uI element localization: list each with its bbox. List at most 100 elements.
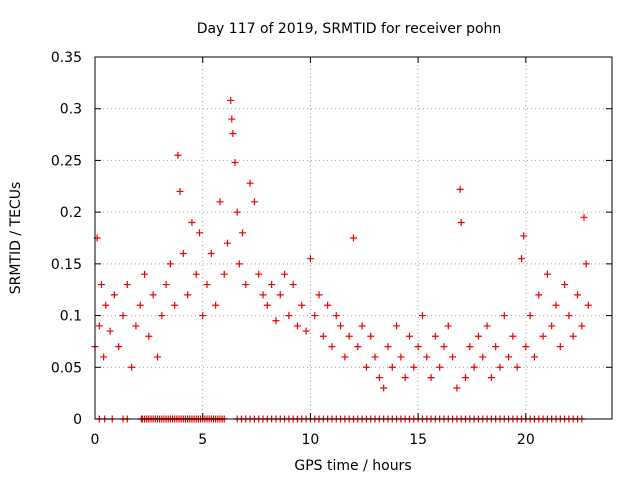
data-point: [487, 374, 495, 382]
data-point: [259, 291, 267, 299]
data-point: [179, 250, 187, 258]
data-point: [110, 291, 118, 299]
x-tick-label: 10: [302, 432, 320, 448]
data-point: [158, 312, 166, 320]
chart-title: Day 117 of 2019, SRMTID for receiver poh…: [197, 21, 502, 37]
data-point: [328, 343, 336, 351]
data-point: [341, 353, 349, 361]
data-point: [235, 260, 243, 268]
data-point: [149, 291, 157, 299]
data-point: [444, 322, 452, 330]
data-point: [289, 281, 297, 289]
data-point: [548, 322, 556, 330]
data-point: [255, 270, 263, 278]
y-tick-label: 0.2: [60, 205, 82, 221]
data-point: [535, 291, 543, 299]
x-tick-label: 0: [91, 432, 100, 448]
data-point: [136, 301, 144, 309]
data-point: [192, 270, 200, 278]
data-point: [263, 301, 271, 309]
data-point: [496, 363, 504, 371]
data-point: [231, 158, 239, 166]
data-point: [319, 332, 327, 340]
data-point: [162, 281, 170, 289]
data-point: [520, 232, 528, 240]
data-point: [354, 343, 362, 351]
data-point: [371, 353, 379, 361]
data-point: [418, 312, 426, 320]
data-point: [250, 198, 258, 206]
data-point: [276, 291, 284, 299]
data-point: [509, 332, 517, 340]
data-point: [431, 332, 439, 340]
data-point: [561, 281, 569, 289]
data-point: [492, 343, 500, 351]
data-point: [427, 374, 435, 382]
data-point: [423, 353, 431, 361]
data-point: [203, 281, 211, 289]
data-point: [539, 332, 547, 340]
data-point: [95, 322, 103, 330]
data-point: [375, 374, 383, 382]
data-point: [315, 291, 323, 299]
data-point: [584, 301, 592, 309]
data-point: [171, 301, 179, 309]
data-point: [582, 260, 590, 268]
data-point: [106, 327, 114, 335]
x-tick-label: 20: [517, 432, 535, 448]
data-point: [228, 115, 236, 123]
data-point: [311, 312, 319, 320]
data-point: [401, 374, 409, 382]
data-point: [384, 343, 392, 351]
data-point: [102, 301, 110, 309]
data-point: [453, 384, 461, 392]
y-tick-label: 0.1: [60, 309, 82, 325]
y-axis-label: SRMTID / TECUs: [8, 182, 24, 295]
data-point: [285, 312, 293, 320]
data-point: [145, 332, 153, 340]
data-point: [233, 208, 241, 216]
data-point: [367, 332, 375, 340]
data-point: [456, 185, 464, 193]
data-point: [466, 343, 474, 351]
data-point: [100, 353, 108, 361]
data-point: [500, 312, 508, 320]
data-point: [220, 270, 228, 278]
data-point: [227, 96, 235, 104]
data-point: [293, 322, 301, 330]
data-point: [526, 312, 534, 320]
data-point: [176, 187, 184, 195]
data-point: [410, 363, 418, 371]
data-point: [362, 363, 370, 371]
data-point: [216, 198, 224, 206]
data-point: [449, 353, 457, 361]
data-point: [513, 363, 521, 371]
data-point: [174, 151, 182, 159]
data-point: [397, 353, 405, 361]
data-point: [268, 281, 276, 289]
y-tick-label: 0.3: [60, 102, 82, 118]
data-point: [574, 291, 582, 299]
data-point: [530, 353, 538, 361]
data-point: [119, 312, 127, 320]
data-point: [345, 332, 353, 340]
data-point: [153, 353, 161, 361]
data-point: [337, 322, 345, 330]
data-point: [565, 312, 573, 320]
data-point: [242, 281, 250, 289]
data-point: [272, 317, 280, 325]
data-point: [199, 312, 207, 320]
data-point: [188, 218, 196, 226]
data-point: [246, 179, 254, 187]
data-point: [302, 327, 310, 335]
data-point: [97, 281, 105, 289]
data-point: [332, 312, 340, 320]
data-point: [436, 363, 444, 371]
data-point: [229, 130, 237, 138]
data-point: [569, 332, 577, 340]
data-points: [91, 96, 592, 423]
data-point: [578, 322, 586, 330]
x-tick-label: 5: [198, 432, 207, 448]
data-point: [462, 374, 470, 382]
